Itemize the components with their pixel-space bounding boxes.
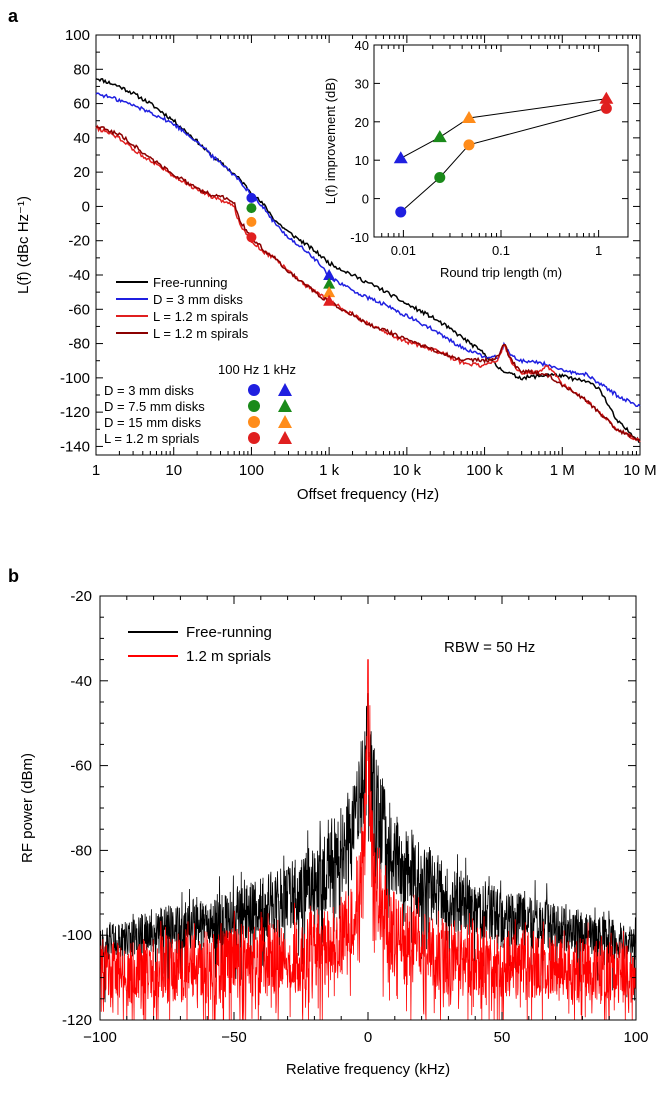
y-tick-label: -80 [68,336,90,353]
rf-y-tick-label: -40 [70,673,92,690]
marker-legend-label: D = 15 mm disks [104,415,202,430]
rf-legend-label: Free-running [186,624,272,641]
rf-y-tick-label: -60 [70,758,92,775]
inset-point-triangle [599,91,614,104]
marker-legend-circle [248,400,260,412]
rf-x-tick-label: 0 [364,1029,372,1046]
x-tick-label: 100 k [466,462,503,479]
marker-circle [246,192,257,203]
inset-y-tick-label: 0 [362,192,369,207]
inset-y-tick-label: 40 [355,38,369,53]
marker-legend-title: 100 Hz 1 kHz [218,362,296,377]
legend-label: L = 1.2 m spirals [153,326,249,341]
inset-point-circle [434,171,446,183]
y-tick-label: -140 [60,438,90,455]
series-line-3 [95,125,641,442]
y-tick-label: 0 [82,198,90,215]
rf-y-tick-label: -80 [70,842,92,859]
rf-x-tick-label: 50 [494,1029,511,1046]
legend-label: Free-running [153,275,227,290]
rf-legend-label: 1.2 m sprials [186,648,271,665]
x-tick-label: 1 M [550,462,575,479]
x-tick-label: 100 [239,462,264,479]
y-tick-label: -100 [60,370,90,387]
inset-y-tick-label: 10 [355,153,369,168]
x-axis-label: Offset frequency (Hz) [297,486,439,503]
series-line-1 [95,92,641,408]
plot-frame [95,34,641,456]
x-tick-label: 10 [165,462,182,479]
marker-triangle [323,294,336,306]
inset-point-triangle [461,110,476,123]
rf-y-tick-label: -120 [62,1012,92,1029]
marker-circle [246,232,257,243]
y-tick-label: 20 [73,164,90,181]
inset-y-tick-label: -10 [350,230,369,245]
spectrum-line-1 [99,659,637,1021]
inset-point-circle [463,139,475,151]
inset-y-tick-label: 30 [355,76,369,91]
rf-y-tick-label: -20 [70,588,92,605]
legend-label: L = 1.2 m spirals [153,309,249,324]
y-tick-label: 40 [73,130,90,147]
inset-series-line [400,98,607,159]
marker-legend-circle [248,416,260,428]
rf-x-tick-label: −50 [221,1029,246,1046]
inset-x-tick-label: 0.01 [391,243,416,258]
marker-triangle [323,277,336,289]
marker-legend-circle [248,432,260,444]
marker-triangle [323,269,336,280]
marker-legend-label: D = 7.5 mm disks [104,399,205,414]
inset-series-line [400,107,607,213]
y-tick-label: -20 [68,233,90,250]
x-tick-label: 1 [92,462,100,479]
inset-y-tick-label: 20 [355,115,369,130]
rf-x-tick-label: −100 [83,1029,117,1046]
rf-y-axis-label: RF power (dBm) [19,753,36,863]
marker-circle [246,216,257,227]
panel-label-a: a [8,6,19,26]
y-tick-label: 80 [73,61,90,78]
x-tick-label: 1 k [319,462,340,479]
marker-legend-label: D = 3 mm disks [104,383,194,398]
y-tick-label: -40 [68,267,90,284]
rf-x-tick-label: 100 [623,1029,648,1046]
x-tick-label: 10 k [393,462,422,479]
inset-x-axis-label: Round trip length (m) [440,265,562,280]
y-tick-label: -120 [60,404,90,421]
rf-x-axis-label: Relative frequency (kHz) [286,1061,450,1078]
marker-circle [246,203,257,214]
chart-inset-improvement: -10 0 10 20 30 40 0.01 0.1 1 Round trip length (m… [323,38,629,280]
inset-point-triangle [393,151,408,164]
y-tick-label: 60 [73,96,90,113]
panel-label-b: b [8,566,19,586]
y-tick-label: -60 [68,301,90,318]
y-axis-label: L(f) (dBc Hz⁻¹) [15,196,32,294]
inset-point-triangle [432,130,447,143]
marker-legend-triangle [278,431,292,444]
marker-legend-circle [248,384,260,396]
inset-x-tick-label: 0.1 [492,243,510,258]
marker-triangle [323,286,336,298]
chart-rf-spectrum: -120 -100 -80 -60 -40 -20 −100 −50 0 50 100 Relativ… [19,588,649,1078]
inset-x-tick-label: 1 [595,243,602,258]
marker-legend-label: L = 1.2 m sprials [104,431,200,446]
inset-point-circle [600,102,612,114]
marker-legend-triangle [278,383,292,396]
inset-frame [373,44,629,238]
y-tick-label: 100 [65,27,90,44]
inset-point-circle [395,206,407,218]
inset-y-axis-label: L(f) improvement (dB) [323,78,338,204]
legend-label: D = 3 mm disks [153,292,243,307]
marker-legend-triangle [278,415,292,428]
rbw-annotation: RBW = 50 Hz [444,639,535,656]
marker-legend-triangle [278,399,292,412]
rf-y-tick-label: -100 [62,927,92,944]
x-tick-label: 10 M [623,462,656,479]
